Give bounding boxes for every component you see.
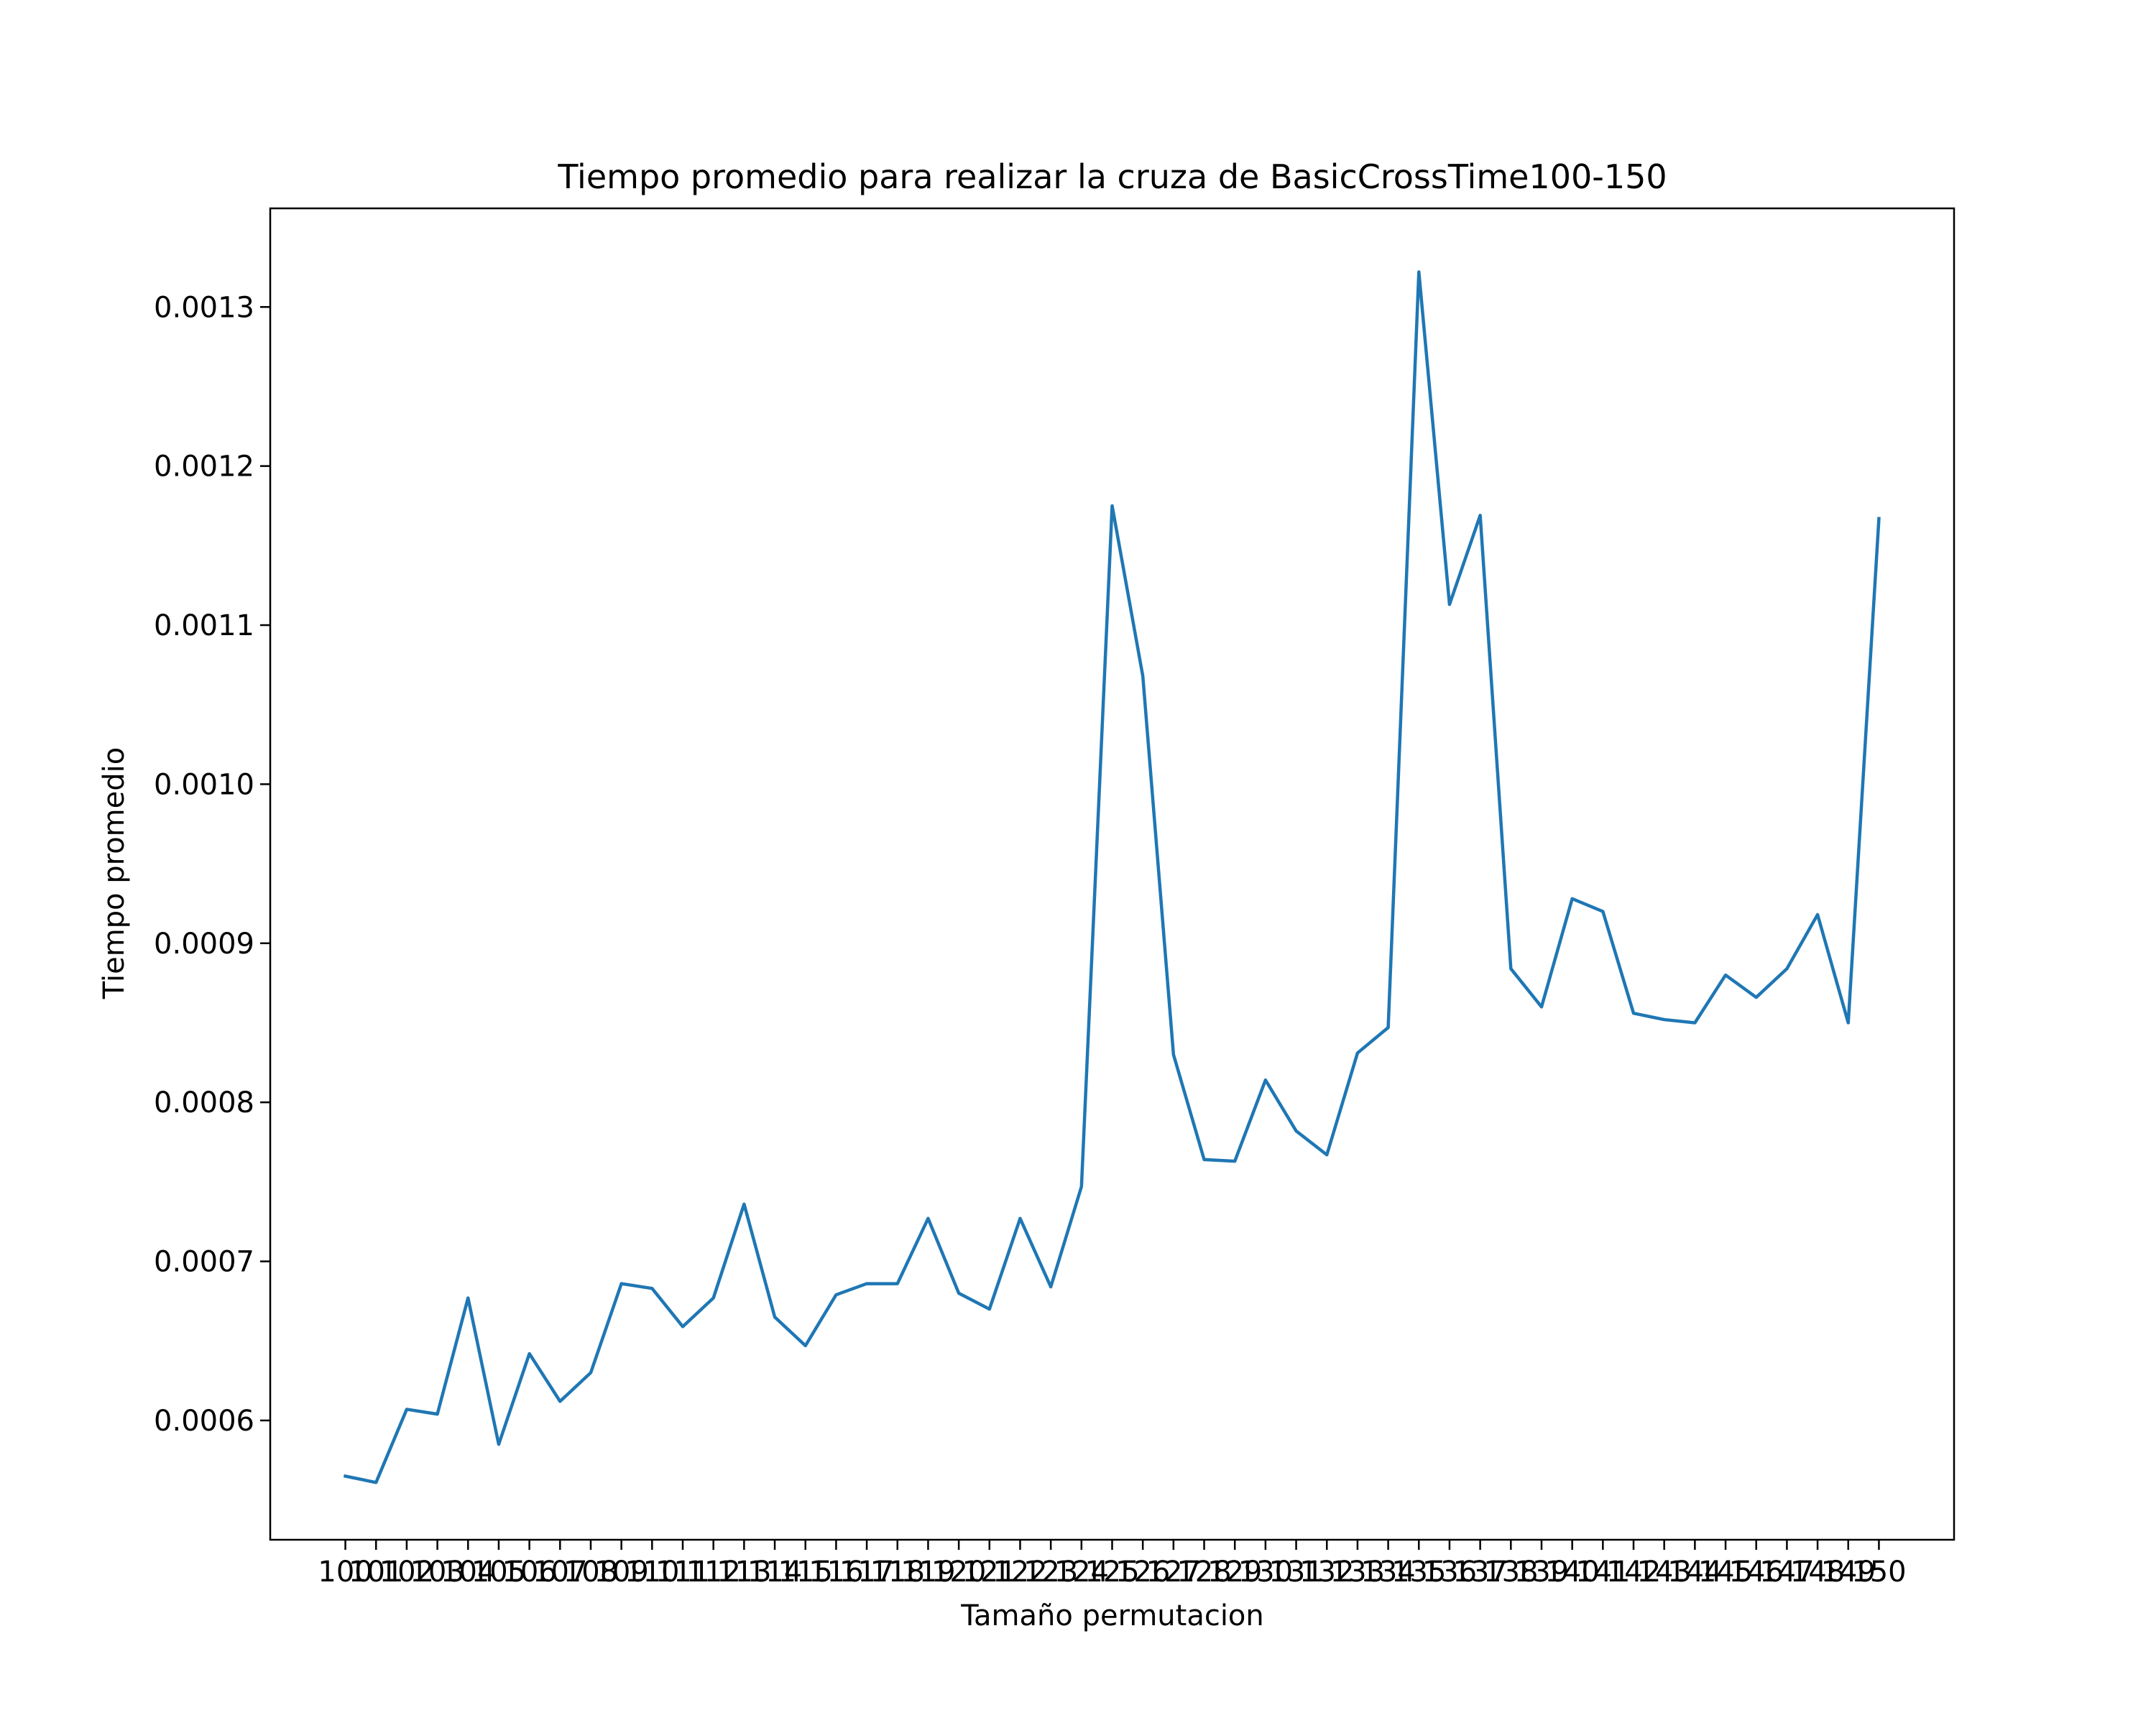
chart-title: Tiempo promedio para realizar la cruza d… bbox=[557, 157, 1667, 196]
y-tick-label: 0.0012 bbox=[154, 451, 254, 484]
series-line-0 bbox=[346, 272, 1879, 1483]
y-tick-label: 0.0006 bbox=[154, 1405, 254, 1438]
x-axis-label: Tamaño permutacion bbox=[960, 1599, 1264, 1632]
plot-frame bbox=[270, 208, 1954, 1540]
y-axis-ticks: 0.0006 0.0007 0.0008 0.0009 0.0010 0.0011 0.00… bbox=[154, 291, 270, 1438]
plot-area bbox=[346, 272, 1879, 1483]
y-axis-label: Tiempo promedio bbox=[98, 747, 131, 999]
y-tick-label: 0.0007 bbox=[154, 1246, 254, 1279]
y-tick-label: 0.0008 bbox=[154, 1086, 254, 1119]
y-tick-label: 0.0009 bbox=[154, 928, 254, 961]
y-tick-label: 0.0013 bbox=[154, 291, 254, 324]
y-tick-label: 0.0010 bbox=[154, 768, 254, 801]
x-axis-ticks: 1001011021031041051061071081091101111121… bbox=[318, 1540, 1906, 1589]
y-tick-label: 0.0011 bbox=[154, 609, 254, 642]
x-tick-label: 150 bbox=[1851, 1556, 1906, 1589]
